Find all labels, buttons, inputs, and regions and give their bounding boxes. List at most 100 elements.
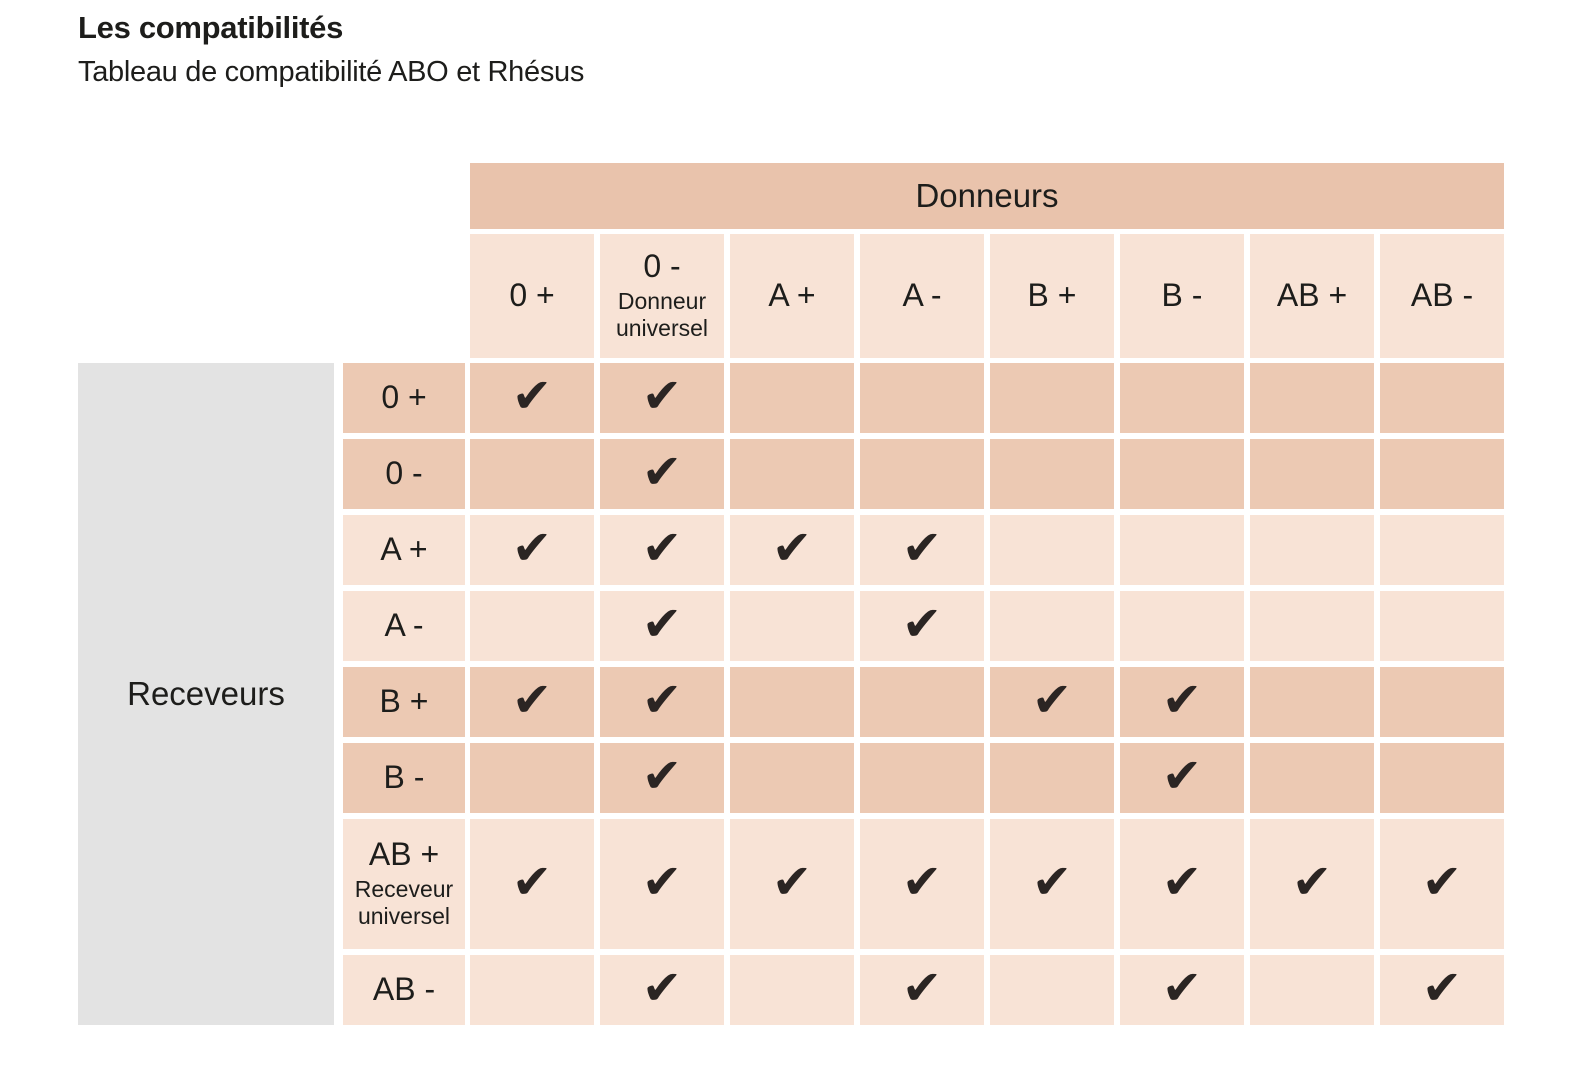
check-icon: ✔ <box>1031 854 1073 910</box>
receivers-header: Receveurs <box>78 363 334 1025</box>
check-icon: ✔ <box>511 854 553 910</box>
check-icon: ✔ <box>771 520 813 576</box>
check-icon: ✔ <box>641 368 683 424</box>
cell-r7-c6 <box>1250 955 1374 1025</box>
cell-r4-c4: ✔ <box>990 667 1114 737</box>
cell-r2-c7 <box>1380 515 1504 585</box>
cell-r4-c7 <box>1380 667 1504 737</box>
col-header-1: 0 - Donneur universel <box>600 234 724 358</box>
cell-r3-c6 <box>1250 591 1374 661</box>
cell-r5-c0 <box>470 743 594 813</box>
cell-r7-c1: ✔ <box>600 955 724 1025</box>
check-icon: ✔ <box>1031 672 1073 728</box>
cell-r7-c5: ✔ <box>1120 955 1244 1025</box>
check-icon: ✔ <box>901 520 943 576</box>
check-icon: ✔ <box>901 960 943 1016</box>
cell-r3-c4 <box>990 591 1114 661</box>
title-block: Les compatibilités Tableau de compatibil… <box>78 10 584 89</box>
blood-group-label: 0 - <box>643 248 681 285</box>
blood-group-label: B + <box>1027 277 1077 314</box>
cell-r0-c0: ✔ <box>470 363 594 433</box>
blood-group-label: AB + <box>368 836 440 873</box>
row-header-2: A + <box>343 515 465 585</box>
check-icon: ✔ <box>641 854 683 910</box>
cell-r0-c6 <box>1250 363 1374 433</box>
row-header-4: B + <box>343 667 465 737</box>
blood-group-label: AB + <box>1276 277 1348 314</box>
cell-r6-c2: ✔ <box>730 819 854 949</box>
cell-r2-c1: ✔ <box>600 515 724 585</box>
check-icon: ✔ <box>1161 748 1203 804</box>
col-header-3: A - <box>860 234 984 358</box>
cell-r6-c4: ✔ <box>990 819 1114 949</box>
cell-r0-c7 <box>1380 363 1504 433</box>
cell-r4-c0: ✔ <box>470 667 594 737</box>
cell-r1-c2 <box>730 439 854 509</box>
cell-r2-c0: ✔ <box>470 515 594 585</box>
col-header-4: B + <box>990 234 1114 358</box>
check-icon: ✔ <box>511 520 553 576</box>
check-icon: ✔ <box>641 748 683 804</box>
cell-r2-c5 <box>1120 515 1244 585</box>
cell-r7-c2 <box>730 955 854 1025</box>
cell-r2-c2: ✔ <box>730 515 854 585</box>
blood-group-label: AB - <box>372 971 436 1008</box>
col-header-0: 0 + <box>470 234 594 358</box>
blood-group-label: A + <box>768 277 816 314</box>
blood-group-label: AB - <box>1410 277 1474 314</box>
cell-r2-c4 <box>990 515 1114 585</box>
cell-r0-c5 <box>1120 363 1244 433</box>
cell-r7-c7: ✔ <box>1380 955 1504 1025</box>
cell-r7-c3: ✔ <box>860 955 984 1025</box>
blood-group-label: 0 + <box>381 379 427 416</box>
row-header-5: B - <box>343 743 465 813</box>
cell-r4-c2 <box>730 667 854 737</box>
cell-r5-c1: ✔ <box>600 743 724 813</box>
blood-group-label: 0 - <box>385 455 423 492</box>
cell-r6-c6: ✔ <box>1250 819 1374 949</box>
cell-r5-c4 <box>990 743 1114 813</box>
cell-r3-c1: ✔ <box>600 591 724 661</box>
check-icon: ✔ <box>771 854 813 910</box>
check-icon: ✔ <box>1161 672 1203 728</box>
check-icon: ✔ <box>511 672 553 728</box>
cell-r6-c3: ✔ <box>860 819 984 949</box>
cell-r4-c1: ✔ <box>600 667 724 737</box>
col-header-2: A + <box>730 234 854 358</box>
cell-r3-c5 <box>1120 591 1244 661</box>
cell-r7-c4 <box>990 955 1114 1025</box>
compatibility-table: Donneurs Receveurs 0 +0 - Donneur univers… <box>78 163 1504 1025</box>
blood-group-label: B + <box>379 683 429 720</box>
row-header-6: AB + Receveur universel <box>343 819 465 949</box>
universal-sublabel: Donneur universel <box>615 287 709 342</box>
cell-r1-c0 <box>470 439 594 509</box>
cell-r1-c5 <box>1120 439 1244 509</box>
cell-r3-c3: ✔ <box>860 591 984 661</box>
row-header-1: 0 - <box>343 439 465 509</box>
cell-r0-c1: ✔ <box>600 363 724 433</box>
check-icon: ✔ <box>641 960 683 1016</box>
cell-r0-c3 <box>860 363 984 433</box>
cell-r4-c3 <box>860 667 984 737</box>
blood-group-label: 0 + <box>509 277 555 314</box>
donors-header: Donneurs <box>470 163 1504 229</box>
col-header-7: AB - <box>1380 234 1504 358</box>
check-icon: ✔ <box>1291 854 1333 910</box>
cell-r2-c3: ✔ <box>860 515 984 585</box>
cell-r6-c5: ✔ <box>1120 819 1244 949</box>
check-icon: ✔ <box>1421 854 1463 910</box>
cell-r1-c4 <box>990 439 1114 509</box>
blood-group-label: B - <box>383 759 425 796</box>
blood-group-label: A - <box>902 277 942 314</box>
cell-r6-c0: ✔ <box>470 819 594 949</box>
check-icon: ✔ <box>641 672 683 728</box>
check-icon: ✔ <box>641 444 683 500</box>
row-header-0: 0 + <box>343 363 465 433</box>
cell-r2-c6 <box>1250 515 1374 585</box>
check-icon: ✔ <box>641 520 683 576</box>
cell-r6-c7: ✔ <box>1380 819 1504 949</box>
page-title: Les compatibilités <box>78 10 344 45</box>
cell-r3-c7 <box>1380 591 1504 661</box>
blood-group-label: A - <box>384 607 424 644</box>
